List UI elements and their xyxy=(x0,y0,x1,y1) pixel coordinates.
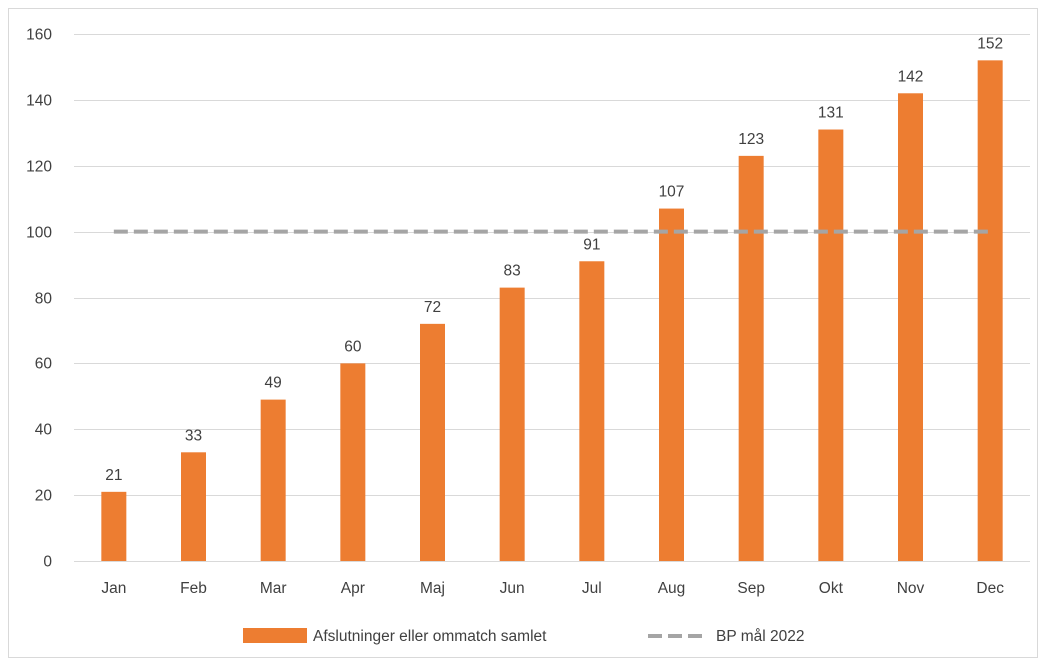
legend-bar-label: Afslutninger eller ommatch samlet xyxy=(313,628,547,645)
y-tick-label: 120 xyxy=(26,159,52,176)
bar-data-label: 131 xyxy=(818,105,844,122)
x-tick-label: Apr xyxy=(341,580,365,597)
data-labels: 21 33 49 60 72 83 91 107 123 131 142 152 xyxy=(105,35,1003,483)
x-axis-tick-labels: Jan Feb Mar Apr Maj Jun Jul Aug Sep Okt Nov Dec xyxy=(101,580,1004,597)
x-tick-label: Sep xyxy=(737,580,765,597)
x-tick-label: Dec xyxy=(976,580,1004,597)
bar xyxy=(818,129,844,562)
bar xyxy=(579,261,605,561)
legend-item-line: BP mål 2022 xyxy=(648,628,804,645)
x-tick-label: Jan xyxy=(101,580,126,597)
x-tick-label: Jun xyxy=(500,580,525,597)
bar xyxy=(340,363,366,561)
bars xyxy=(101,60,1003,562)
bar xyxy=(101,491,127,561)
y-tick-label: 100 xyxy=(26,225,52,242)
y-tick-label: 20 xyxy=(35,488,53,505)
x-tick-label: Jul xyxy=(582,580,602,597)
bar xyxy=(499,287,525,561)
gridlines xyxy=(74,34,1030,496)
bar-data-label: 107 xyxy=(659,184,685,201)
x-tick-label: Feb xyxy=(180,580,207,597)
bar-data-label: 142 xyxy=(898,68,924,85)
x-tick-label: Okt xyxy=(819,580,844,597)
bar-data-label: 33 xyxy=(185,427,202,444)
y-tick-label: 60 xyxy=(35,356,53,373)
bar-data-label: 83 xyxy=(504,263,521,280)
bar-data-label: 21 xyxy=(105,467,122,484)
y-tick-label: 80 xyxy=(35,291,53,308)
legend: Afslutninger eller ommatch samlet BP mål… xyxy=(243,628,804,645)
bar-data-label: 49 xyxy=(265,375,282,392)
y-axis-tick-labels: 0 20 40 60 80 100 120 140 160 xyxy=(26,27,52,571)
bar xyxy=(181,452,206,561)
bar-data-label: 72 xyxy=(424,299,441,316)
x-tick-label: Mar xyxy=(260,580,287,597)
legend-bar-swatch xyxy=(243,628,307,643)
bar-data-label: 123 xyxy=(738,131,764,148)
bar-data-label: 152 xyxy=(977,35,1003,52)
y-tick-label: 160 xyxy=(26,27,52,44)
bar-data-label: 91 xyxy=(583,236,600,253)
y-tick-label: 40 xyxy=(35,422,53,439)
bar xyxy=(420,323,445,561)
legend-line-label: BP mål 2022 xyxy=(716,628,804,645)
x-tick-label: Nov xyxy=(897,580,925,597)
x-tick-label: Aug xyxy=(658,580,686,597)
bar xyxy=(977,60,1003,561)
legend-item-bars: Afslutninger eller ommatch samlet xyxy=(243,628,547,645)
y-tick-label: 0 xyxy=(43,554,52,571)
y-tick-label: 140 xyxy=(26,93,52,110)
x-tick-label: Maj xyxy=(420,580,445,597)
bar xyxy=(738,155,764,561)
bar xyxy=(898,93,923,561)
bar-data-label: 60 xyxy=(344,338,362,355)
bar xyxy=(659,208,684,561)
bar xyxy=(260,399,286,561)
